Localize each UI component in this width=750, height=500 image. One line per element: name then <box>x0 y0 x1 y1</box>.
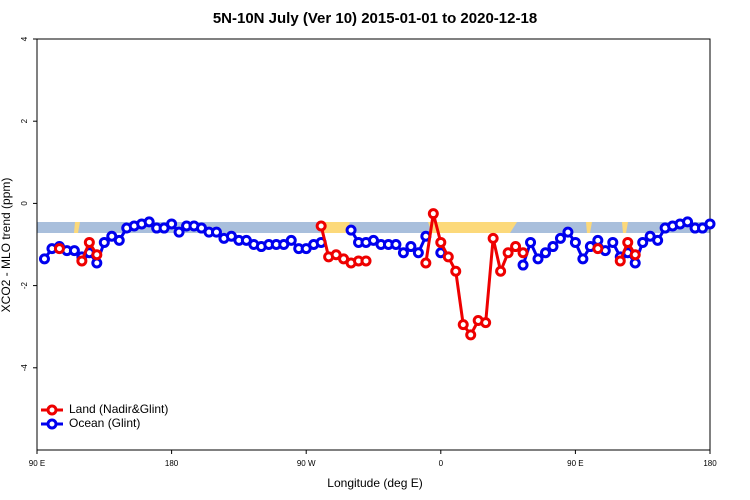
point <box>53 243 65 255</box>
point <box>113 234 125 246</box>
plot-frame <box>36 38 711 451</box>
point <box>704 218 716 230</box>
land-band <box>74 222 80 233</box>
point <box>480 317 492 329</box>
point <box>495 265 507 277</box>
series <box>38 216 716 271</box>
point <box>682 216 694 228</box>
x-axis-label: Longitude (deg E) <box>327 476 422 490</box>
point <box>614 255 626 267</box>
x-tick-label: 180 <box>165 459 179 468</box>
point <box>532 253 544 265</box>
point <box>427 208 439 220</box>
point <box>397 247 409 259</box>
point <box>622 236 634 248</box>
legend-marker <box>46 404 58 416</box>
x-tick-label: 0 <box>439 459 444 468</box>
point <box>435 236 447 248</box>
point <box>412 247 424 259</box>
land-band <box>586 222 592 233</box>
point <box>450 265 462 277</box>
x-tick-label: 90 E <box>29 459 45 468</box>
point <box>465 329 477 341</box>
point <box>173 226 185 238</box>
point <box>405 241 417 253</box>
x-tick-label: 180 <box>703 459 717 468</box>
point <box>652 234 664 246</box>
legend-label: Land (Nadir&Glint) <box>69 402 168 416</box>
point <box>539 247 551 259</box>
point <box>38 253 50 265</box>
point <box>98 236 110 248</box>
y-tick-label: 2 <box>20 118 29 123</box>
point <box>166 218 178 230</box>
point <box>143 216 155 228</box>
ocean-band <box>37 222 710 233</box>
legend-marker <box>46 418 58 430</box>
point <box>562 226 574 238</box>
point <box>345 224 357 236</box>
point <box>629 249 641 261</box>
point <box>442 251 454 263</box>
point <box>577 253 589 265</box>
point <box>637 236 649 248</box>
y-tick-label: -4 <box>20 364 29 372</box>
y-tick-label: 4 <box>20 36 29 41</box>
point <box>210 226 222 238</box>
point <box>360 255 372 267</box>
point <box>68 245 80 257</box>
point <box>487 232 499 244</box>
point <box>83 236 95 248</box>
point <box>510 241 522 253</box>
point <box>76 255 88 267</box>
point <box>554 232 566 244</box>
point <box>517 247 529 259</box>
point <box>420 257 432 269</box>
point <box>285 234 297 246</box>
point <box>592 243 604 255</box>
point <box>607 236 619 248</box>
point <box>390 239 402 250</box>
y-axis-label: XCO2 - MLO trend (ppm) <box>0 178 13 313</box>
chart-title: 5N-10N July (Ver 10) 2015-01-01 to 2020-… <box>213 10 537 27</box>
point <box>547 241 559 253</box>
legend-label: Ocean (Glint) <box>69 416 140 430</box>
point <box>517 259 529 271</box>
x-tick-label: 90 W <box>297 459 316 468</box>
point <box>457 319 469 331</box>
y-tick-label: 0 <box>20 201 29 206</box>
point <box>525 236 537 248</box>
series <box>53 208 641 341</box>
point <box>502 247 514 259</box>
x-tick-label: 90 E <box>567 459 583 468</box>
land-band <box>622 222 628 233</box>
point <box>569 236 581 248</box>
y-tick-label: -2 <box>20 281 29 289</box>
point <box>91 249 103 261</box>
point <box>315 220 327 232</box>
land-band <box>428 222 517 233</box>
